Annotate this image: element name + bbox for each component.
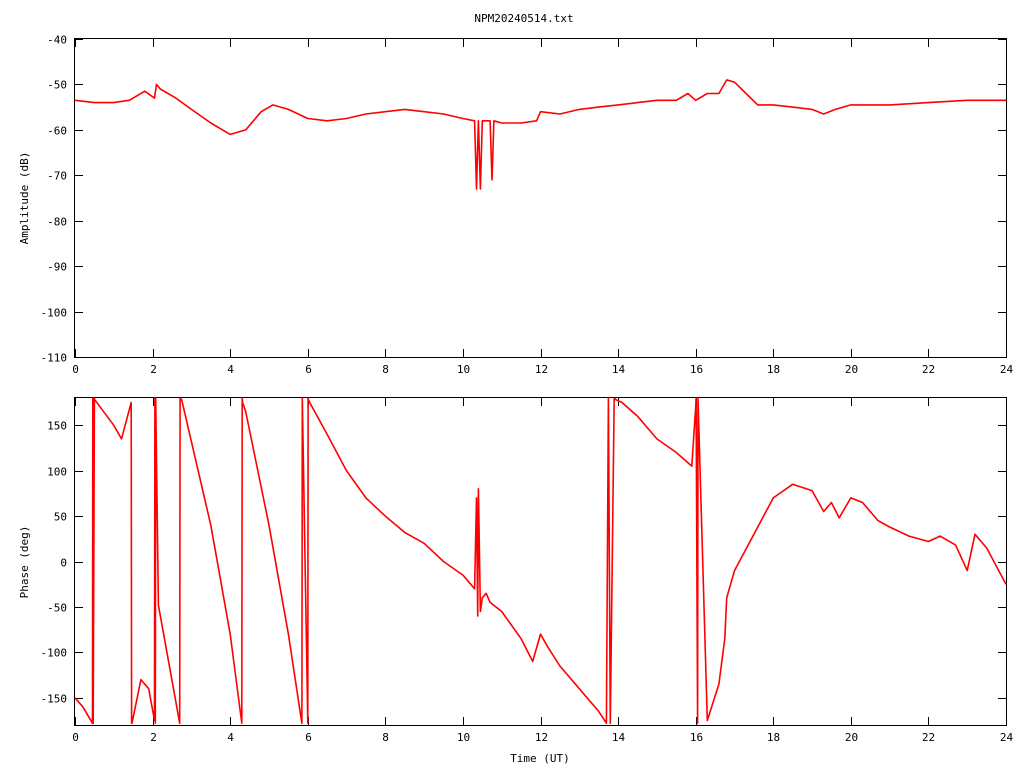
amplitude-x-tick-label: 0 <box>72 363 79 376</box>
amplitude-series-line <box>74 79 1006 190</box>
phase-y-tick-label: 100 <box>47 466 67 479</box>
phase-x-tick-label: 10 <box>457 731 470 744</box>
phase-x-tick-label: 14 <box>612 731 626 744</box>
amplitude-y-tick-label: -60 <box>47 125 67 138</box>
amplitude-y-tick-label: -100 <box>41 307 68 320</box>
phase-x-tick-label: 22 <box>922 731 935 744</box>
amplitude-y-tick-label: -50 <box>47 79 67 92</box>
amplitude-x-tick-label: 10 <box>457 363 470 376</box>
amplitude-y-tick-label: -110 <box>41 352 68 365</box>
amplitude-x-tick-label: 12 <box>535 363 548 376</box>
amplitude-x-tick-label: 24 <box>1000 363 1014 376</box>
amplitude-x-ticks: 0 2 4 6 8 10 12 14 16 18 20 22 24 <box>72 39 1013 376</box>
phase-x-ticks: 0 2 4 6 8 10 12 14 16 18 20 22 24 <box>72 398 1013 744</box>
amplitude-y-tick-label: -80 <box>47 216 67 229</box>
phase-x-tick-label: 16 <box>690 731 703 744</box>
amplitude-x-tick-label: 8 <box>382 363 389 376</box>
amplitude-y-ticks: -40 -50 -60 -70 -80 -90 -100 -110 <box>41 34 1006 365</box>
amplitude-y-tick-label: -70 <box>47 170 67 183</box>
phase-y-tick-label: 0 <box>60 557 67 570</box>
phase-x-axis-label: Time (UT) <box>510 752 570 765</box>
phase-x-tick-label: 0 <box>72 731 79 744</box>
amplitude-x-tick-label: 22 <box>922 363 935 376</box>
phase-y-axis-label: Phase (deg) <box>18 526 31 599</box>
amplitude-x-tick-label: 20 <box>845 363 858 376</box>
phase-x-tick-label: 4 <box>227 731 234 744</box>
phase-y-tick-label: -50 <box>47 602 67 615</box>
phase-x-tick-label: 2 <box>150 731 157 744</box>
amplitude-x-tick-label: 4 <box>227 363 234 376</box>
phase-x-tick-label: 20 <box>845 731 858 744</box>
amplitude-x-tick-label: 18 <box>767 363 780 376</box>
amplitude-y-axis-label: Amplitude (dB) <box>18 152 31 245</box>
amplitude-x-tick-label: 14 <box>612 363 626 376</box>
amplitude-y-tick-label: -40 <box>47 34 67 47</box>
amplitude-trace-group <box>74 79 1006 190</box>
phase-trace-group <box>74 397 1007 725</box>
phase-y-tick-label: 50 <box>54 511 67 524</box>
phase-y-tick-label: 150 <box>47 420 67 433</box>
phase-y-ticks: 150 100 50 0 -50 -100 -150 <box>41 420 1006 706</box>
amplitude-x-tick-label: 16 <box>690 363 703 376</box>
phase-y-tick-label: -100 <box>41 647 68 660</box>
figure-title: NPM20240514.txt <box>474 12 573 25</box>
phase-x-tick-label: 18 <box>767 731 780 744</box>
amplitude-x-tick-label: 6 <box>305 363 312 376</box>
amplitude-x-tick-label: 2 <box>150 363 157 376</box>
phase-x-tick-label: 12 <box>535 731 548 744</box>
amplitude-panel: -40-50-60-70-80-90-100-110 0 2 4 6 8 10 12 14 16… <box>18 34 1013 377</box>
amplitude-plot-frame <box>74 38 1007 358</box>
phase-series-line <box>74 397 1007 725</box>
phase-x-tick-label: 8 <box>382 731 389 744</box>
phase-y-tick-label: -150 <box>41 693 68 706</box>
amplitude-y-tick-label: -90 <box>47 261 67 274</box>
phase-x-tick-label: 6 <box>305 731 312 744</box>
phase-plot-frame <box>74 397 1007 726</box>
phase-x-tick-label: 24 <box>1000 731 1014 744</box>
